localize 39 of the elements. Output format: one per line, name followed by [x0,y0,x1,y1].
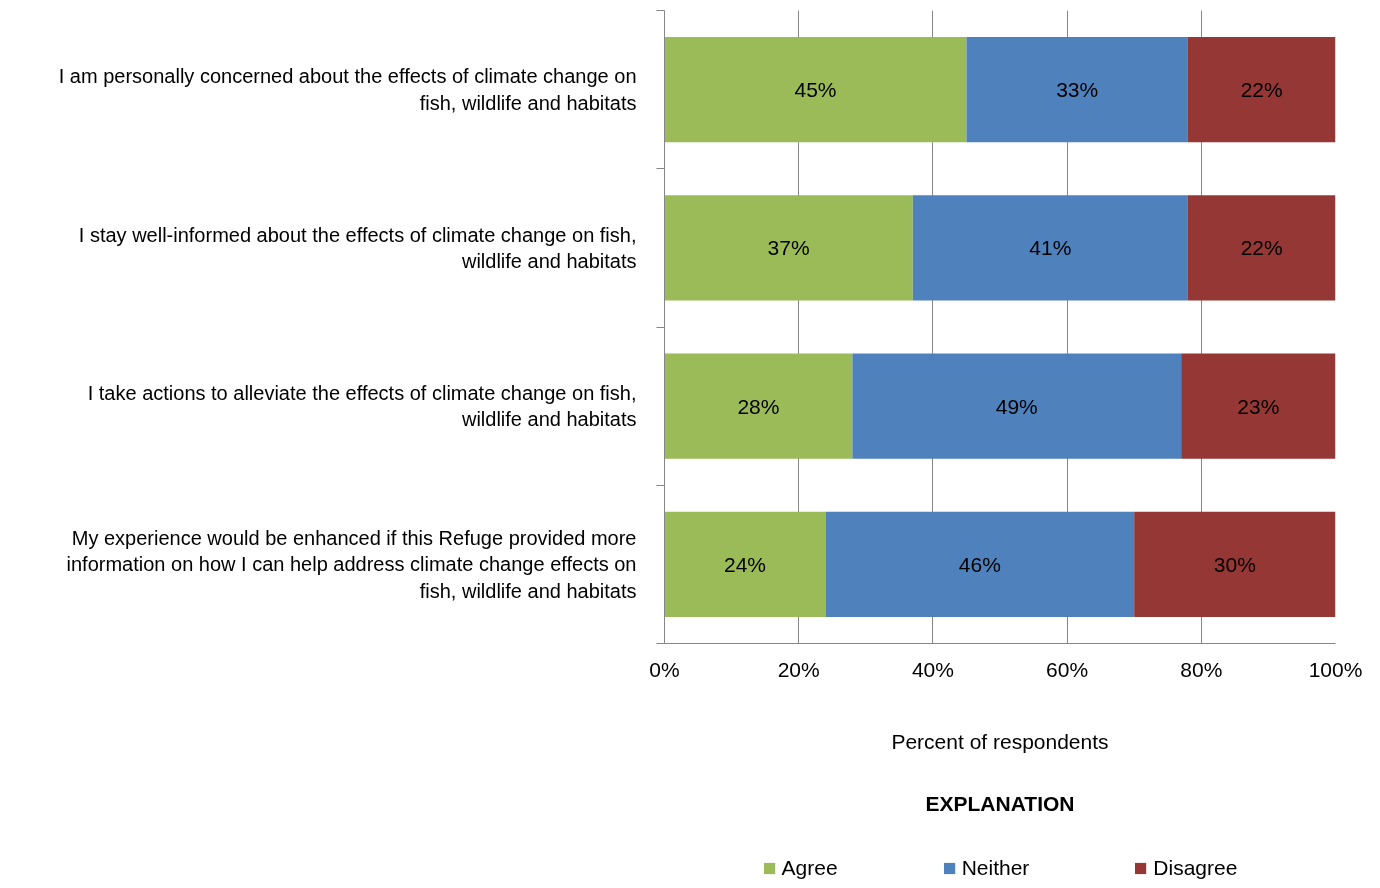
x-tick-label: 60% [1046,657,1089,681]
data-label: 23% [1237,394,1280,418]
bar [664,195,913,301]
data-label: 33% [1056,78,1099,102]
x-tick-label: 80% [1180,657,1223,681]
bar [966,37,1188,143]
bar [1187,37,1336,143]
x-tick-label: 40% [911,657,954,681]
data-label: 24% [724,552,767,576]
bar [912,195,1188,301]
y-tick-label: My experience would be enhanced if this Refuge provided more information on how I can help address climate change effects on fish, wildlife and habitats [66,526,637,602]
data-label: 28% [737,394,780,418]
data-label: 41% [1029,236,1072,260]
bar [1134,511,1336,617]
data-label: 46% [958,552,1001,576]
y-tick-label: I am personally concerned about the effects of climate change on fish, wildlife and habitats [58,65,637,114]
bar [852,353,1182,459]
legend-title: EXPLANATION [925,791,1075,815]
legend-label: Agree [781,856,838,880]
x-axis-title: Percent of respondents [891,729,1109,753]
data-label: 22% [1240,236,1283,260]
bar [664,37,967,143]
x-tick-label: 0% [649,657,680,681]
bar [1181,353,1336,459]
y-tick-label: I take actions to alleviate the effects of climate change on fish, wildlife and habitats [87,381,637,431]
bar [664,511,826,617]
data-label: 30% [1213,552,1256,576]
bar [664,353,853,459]
x-tick-label: 100% [1308,657,1363,681]
data-label: 45% [794,78,837,102]
x-tick-label: 20% [777,657,820,681]
bar [825,511,1135,617]
bar [1187,195,1336,301]
legend-label: Disagree [1153,856,1238,880]
data-label: 37% [767,236,810,260]
data-label: 22% [1240,78,1283,102]
legend-label: Neither [961,856,1030,880]
y-tick-label: I stay well-informed about the effects of climate change on fish, wildlife and habitats [78,223,637,273]
data-label: 49% [995,394,1038,418]
